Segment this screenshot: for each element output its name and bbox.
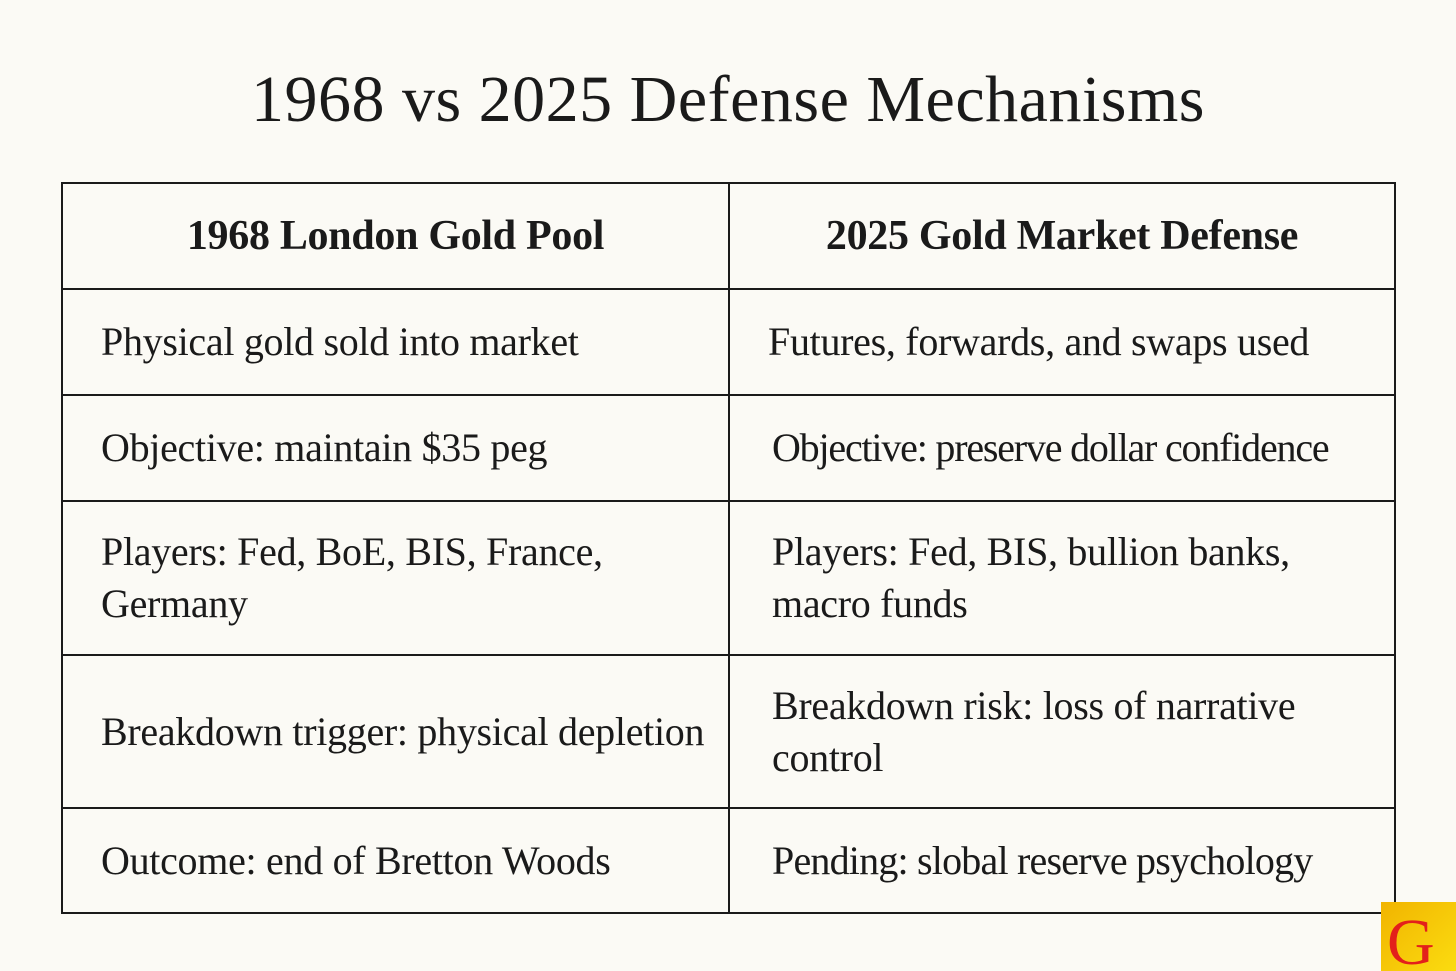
cell-1968: Breakdown trigger: physical depletion	[61, 654, 730, 809]
cell-2025: Objective: preserve dollar confidence	[728, 394, 1396, 502]
comparison-table: 1968 London Gold Pool 2025 Gold Market D…	[61, 182, 1396, 914]
logo-letter: G	[1387, 906, 1435, 971]
table-row: Physical gold sold into market Futures, …	[61, 288, 1396, 396]
cell-2025: Futures, forwards, and swaps used	[728, 288, 1396, 396]
table-row: Breakdown trigger: physical depletion Br…	[61, 654, 1396, 809]
header-2025: 2025 Gold Market Defense	[728, 182, 1396, 290]
cell-1968: Physical gold sold into market	[61, 288, 730, 396]
header-1968: 1968 London Gold Pool	[61, 182, 730, 290]
cell-2025: Breakdown risk: loss of narrative contro…	[728, 654, 1396, 809]
cell-1968: Players: Fed, BoE, BIS, France, Germany	[61, 500, 730, 656]
page-title: 1968 vs 2025 Defense Mechanisms	[250, 63, 1205, 136]
cell-1968: Objective: maintain $35 peg	[61, 394, 730, 502]
table-header-row: 1968 London Gold Pool 2025 Gold Market D…	[61, 182, 1396, 290]
cell-1968: Outcome: end of Bretton Woods	[61, 807, 730, 914]
cell-2025: Pending: slobal reserve psychology	[728, 807, 1396, 914]
table-row: Objective: maintain $35 peg Objective: p…	[61, 394, 1396, 502]
table-row: Outcome: end of Bretton Woods Pending: s…	[61, 807, 1396, 914]
brand-logo: G	[1381, 902, 1456, 971]
cell-2025: Players: Fed, BIS, bullion banks, macro …	[728, 500, 1396, 656]
table-row: Players: Fed, BoE, BIS, France, Germany …	[61, 500, 1396, 656]
